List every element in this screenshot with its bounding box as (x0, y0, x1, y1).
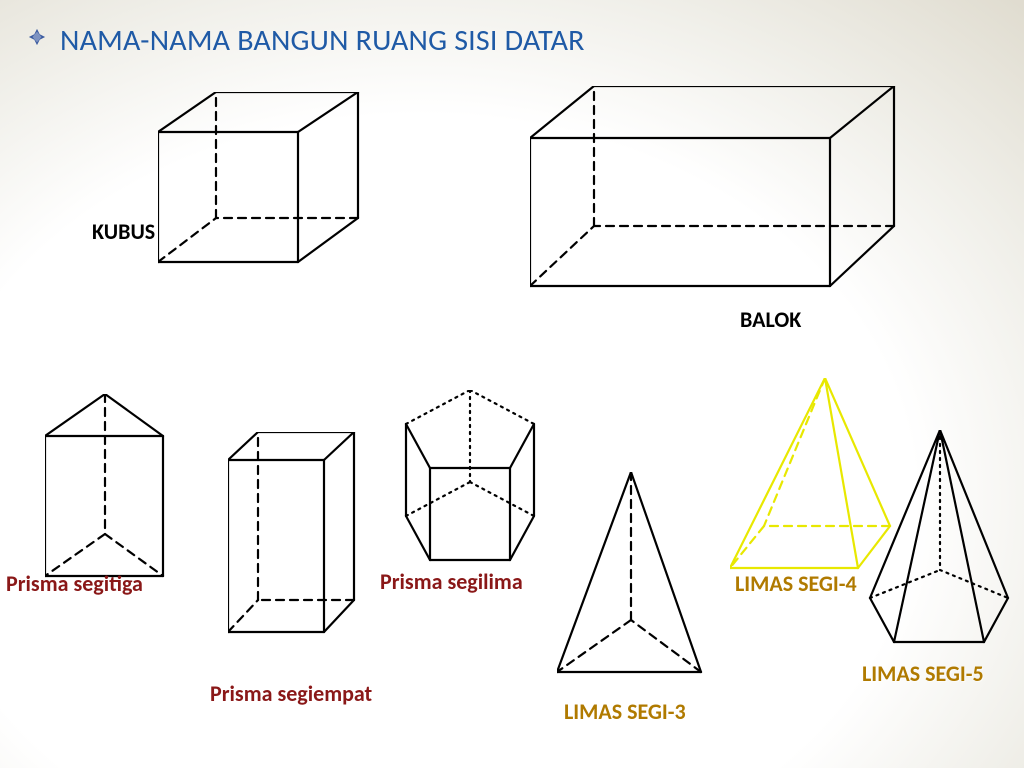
shape-prisma4 (228, 432, 378, 667)
kubus-svg (158, 92, 378, 282)
label-kubus: KUBUS (92, 218, 155, 245)
label-limas4: LIMAS SEGI-4 (735, 570, 857, 597)
label-limas3: LIMAS SEGI-3 (564, 698, 686, 725)
limas3-svg (557, 472, 717, 687)
prisma5-svg (400, 390, 570, 580)
prisma3-svg (45, 394, 195, 599)
label-prisma3: Prisma segitiga (6, 570, 143, 597)
label-prisma4: Prisma segiempat (210, 680, 372, 707)
shape-kubus (158, 92, 378, 282)
label-prisma5: Prisma segilima (380, 568, 523, 595)
diamond-bullet-icon (28, 28, 46, 46)
slide-stage: NAMA-NAMA BANGUN RUANG SISI DATAR KUBUS … (0, 0, 1024, 768)
shape-prisma5 (400, 390, 570, 580)
shape-limas3 (557, 472, 717, 687)
prisma4-svg (228, 432, 378, 667)
balok-svg (530, 86, 910, 301)
shape-limas5 (862, 430, 1022, 655)
label-balok: BALOK (740, 306, 801, 333)
label-limas5: LIMAS SEGI-5 (862, 660, 984, 687)
limas5-svg (862, 430, 1022, 655)
shape-balok (530, 86, 910, 301)
shape-prisma3 (45, 394, 195, 599)
page-title: NAMA-NAMA BANGUN RUANG SISI DATAR (60, 22, 585, 59)
